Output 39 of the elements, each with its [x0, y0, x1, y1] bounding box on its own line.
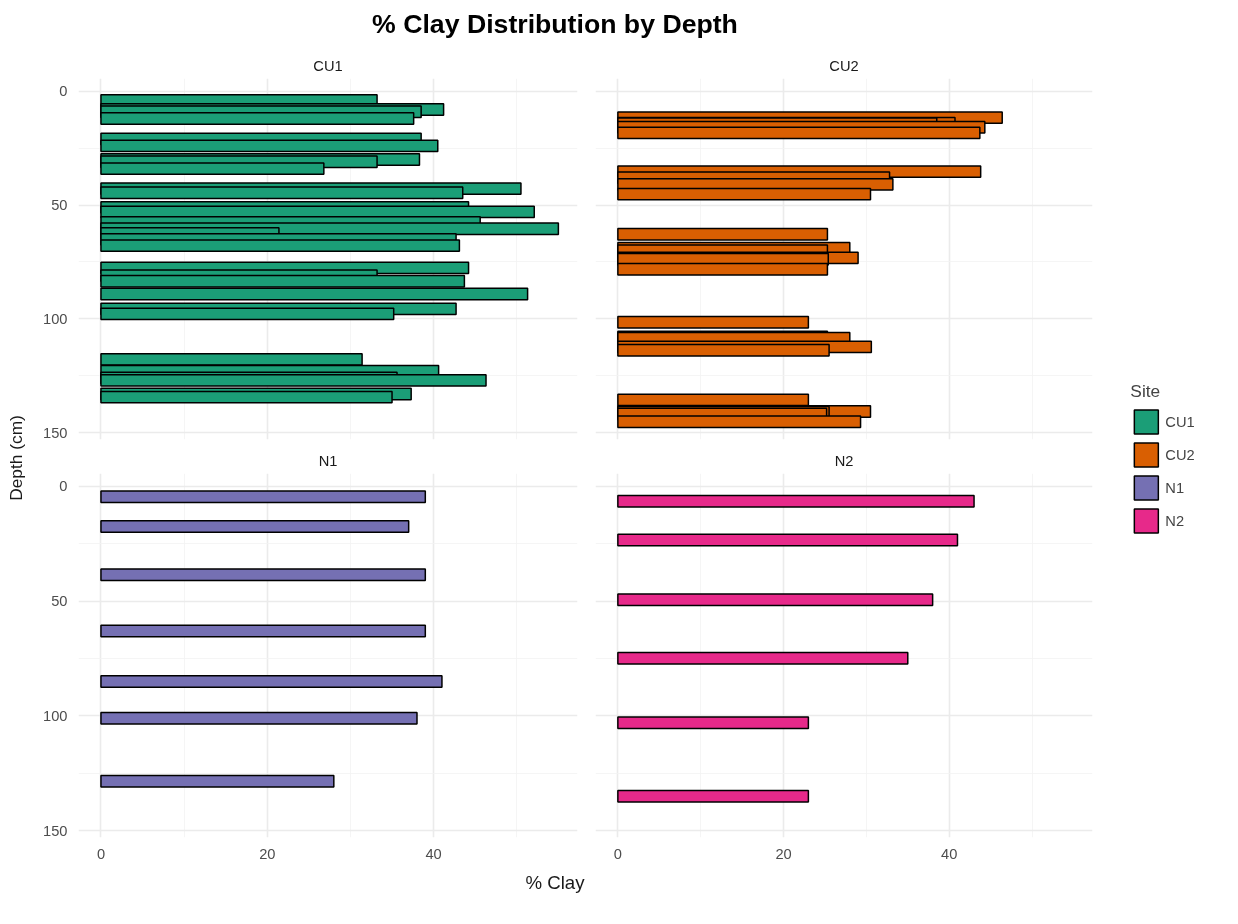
- legend-label: CU2: [1165, 446, 1195, 462]
- chart-subtitle: CU2: [829, 57, 859, 74]
- y-tick-label: 100: [43, 707, 68, 724]
- x-tick-label: 40: [425, 845, 442, 862]
- legend-title: Site: [1130, 380, 1162, 401]
- x-tick-label: 40: [941, 845, 958, 862]
- x-tick-label: 0: [96, 845, 106, 862]
- x-tick-label: 20: [775, 845, 792, 862]
- y-axis-title: Depth (cm): [5, 415, 26, 501]
- bar: [100, 490, 427, 504]
- bar: [617, 716, 810, 730]
- y-tick-label: 100: [43, 310, 68, 327]
- bar: [100, 711, 418, 725]
- legend-label: CU1: [1165, 413, 1195, 429]
- y-tick-label: 50: [51, 197, 68, 214]
- chart-subtitle: CU1: [313, 57, 343, 74]
- x-tick-label: 20: [259, 845, 276, 862]
- y-tick-label: 150: [43, 822, 68, 839]
- bar: [617, 593, 934, 607]
- bar: [100, 674, 443, 688]
- chart-subtitle: N2: [834, 452, 854, 469]
- bar: [617, 651, 909, 665]
- x-tick-label: 0: [613, 845, 622, 862]
- y-tick-label: 0: [59, 83, 68, 100]
- legend-label: N1: [1165, 479, 1186, 495]
- bar: [100, 624, 427, 638]
- bar: [100, 520, 410, 533]
- y-tick-label: 150: [43, 424, 68, 441]
- y-tick-label: 50: [51, 593, 68, 610]
- bar: [617, 533, 959, 547]
- x-axis-title: % Clay: [525, 871, 585, 895]
- chart-subtitle: N1: [318, 452, 338, 469]
- bar: [617, 494, 975, 508]
- bar: [100, 774, 335, 788]
- bar: [100, 568, 427, 582]
- y-tick-label: 0: [59, 478, 68, 495]
- legend-label: N2: [1165, 512, 1186, 528]
- chart-title: % Clay Distribution by Depth: [372, 8, 738, 41]
- bar: [617, 789, 810, 803]
